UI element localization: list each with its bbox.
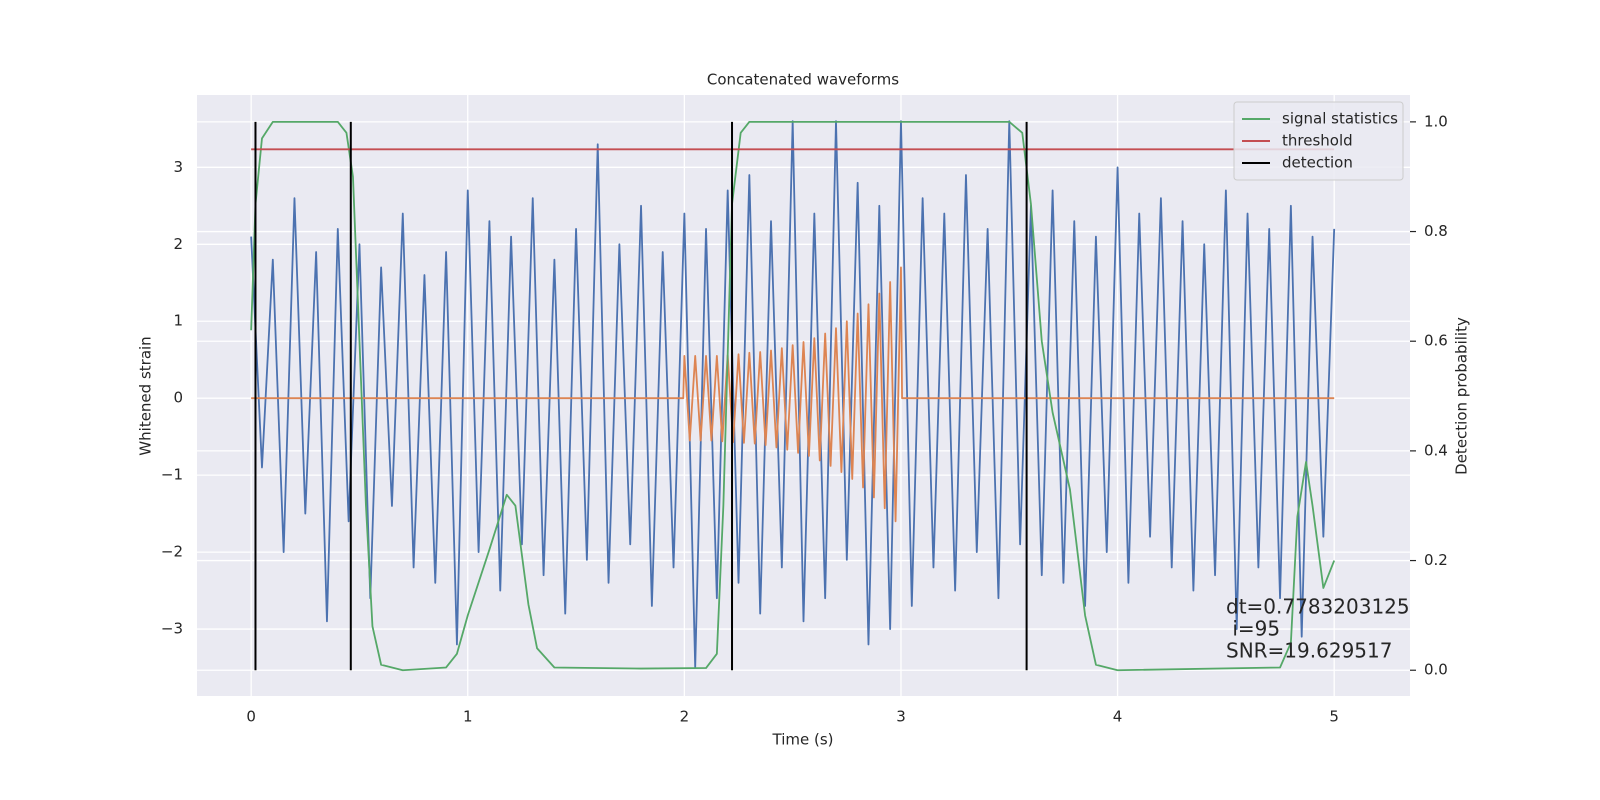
legend: signal statistics threshold detection [1233,101,1404,181]
y2-tick-label: 0.6 [1424,332,1448,350]
y2-tick-label: 0.0 [1424,661,1448,679]
x-tick-label: 4 [1113,708,1123,726]
y-tick-label: 1 [173,312,183,330]
series-line [251,266,1335,523]
annotation: dt=0.7783203125 [1226,595,1410,619]
y2-tick-label: 0.8 [1424,222,1448,240]
legend-box [1233,101,1404,181]
y-axis-label: Whitened strain [137,336,155,455]
y-tick-label: −2 [161,543,183,561]
y-tick-label: 2 [173,235,183,253]
y2-tick-label: 0.2 [1424,551,1448,569]
x-tick-label: 5 [1329,708,1339,726]
y-tick-label: 3 [173,158,183,176]
y2-tick-label: 0.4 [1424,441,1448,459]
y-tick-label: −3 [161,620,183,638]
annotation: SNR=19.629517 [1226,639,1392,663]
legend-label: signal statistics [1282,110,1398,128]
annotation: i=95 [1226,617,1280,641]
x-tick-label: 2 [680,708,690,726]
y2-axis-label: Detection probability [1453,317,1471,475]
y2-tick-label: 1.0 [1424,112,1448,130]
x-axis-label: Time (s) [772,731,834,749]
legend-label: threshold [1282,132,1353,150]
series-line [250,120,1336,672]
legend-label: detection [1282,154,1353,172]
x-tick-label: 1 [463,708,473,726]
y-tick-label: 0 [173,389,183,407]
x-tick-label: 3 [896,708,906,726]
y-tick-label: −1 [161,466,183,484]
chart-title: Concatenated waveforms [707,71,899,89]
x-tick-label: 0 [246,708,256,726]
